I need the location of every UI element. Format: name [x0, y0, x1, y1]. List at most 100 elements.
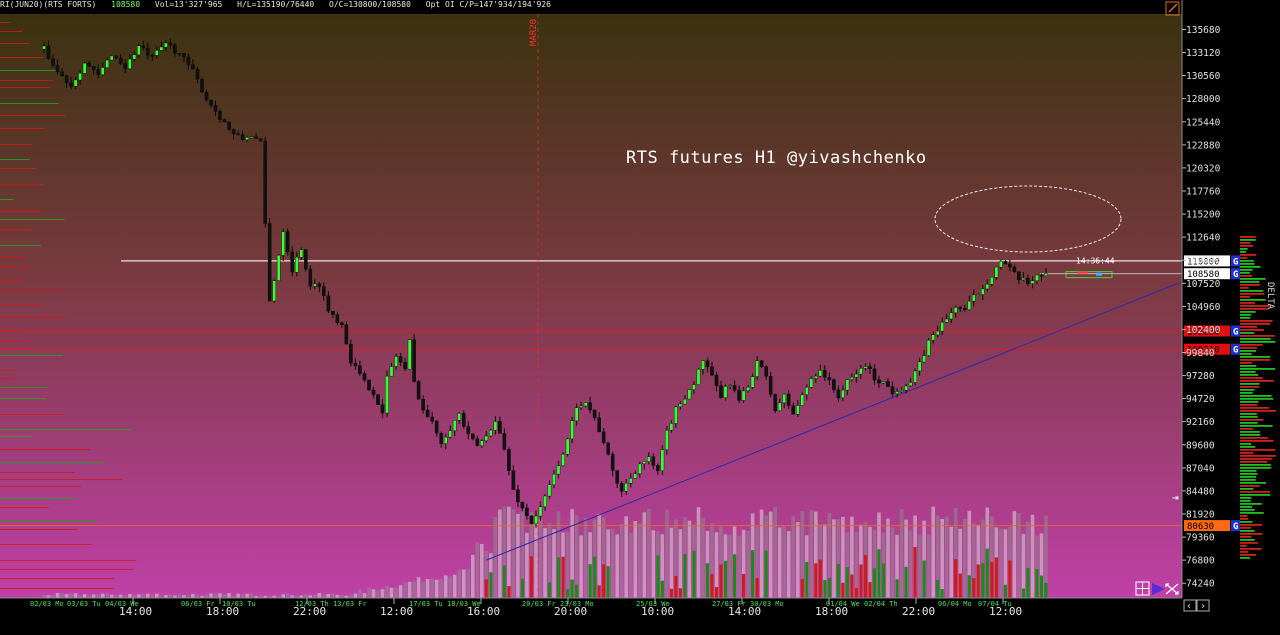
candle-up	[295, 257, 299, 273]
volume-bar	[498, 509, 502, 598]
volume-bar	[556, 511, 561, 598]
plot-background	[0, 14, 1182, 598]
candle-down	[430, 416, 435, 422]
delta-bar	[1240, 527, 1251, 529]
profile-bar	[0, 31, 23, 32]
delta-bar	[1240, 494, 1271, 496]
x-date-label: 04/03 We	[105, 600, 139, 608]
volume-bar	[87, 595, 91, 598]
candle-down	[362, 373, 367, 381]
volume-delta-bar	[1039, 575, 1044, 598]
candle-up	[940, 322, 944, 332]
candle-up	[565, 438, 570, 455]
candle-up	[669, 423, 674, 431]
volume-delta-bar	[507, 586, 511, 598]
profile-bar	[0, 229, 31, 230]
volume-bar	[651, 530, 656, 598]
candle-up	[660, 449, 665, 471]
y-tick-label: 135680	[1186, 25, 1221, 36]
volume-bar	[832, 519, 836, 598]
scroll-right-icon[interactable]	[1196, 599, 1210, 612]
candle-up	[629, 478, 633, 484]
candle-up	[665, 430, 669, 450]
volume-bar	[579, 535, 583, 598]
scroll-left-icon[interactable]	[1183, 599, 1197, 612]
profile-bar	[0, 22, 10, 23]
x-time-label: 12:00	[989, 605, 1022, 618]
delta-bar	[1240, 317, 1251, 319]
candle-down	[823, 370, 827, 378]
profile-bar	[0, 498, 75, 499]
volume-bar	[642, 512, 647, 598]
volume-delta-bar	[936, 580, 940, 598]
candle-down	[1026, 277, 1030, 285]
volume-delta-bar	[710, 574, 714, 598]
profile-bar	[0, 80, 53, 81]
delta-bar	[1240, 254, 1257, 256]
candle-down	[322, 286, 326, 297]
volume-delta-bar	[836, 563, 840, 598]
delta-bar	[1240, 359, 1271, 361]
volume-delta-bar	[557, 557, 561, 598]
highlight-circle	[934, 185, 1122, 253]
candle-down	[425, 409, 430, 418]
profile-bar	[0, 304, 41, 305]
volume-delta-bar	[719, 564, 723, 598]
volume-bar	[398, 585, 403, 598]
x-date-label: 10/03 Tu	[222, 600, 256, 608]
delta-bar	[1240, 299, 1266, 301]
volume-bar	[344, 595, 349, 598]
fullscreen-icon-arrows	[1165, 583, 1179, 595]
candle-down	[439, 433, 444, 445]
price-tag-label: 100210	[1187, 346, 1220, 356]
y-tick-label: 112640	[1186, 233, 1221, 244]
candle-down	[87, 62, 91, 67]
volume-bar	[999, 528, 1003, 598]
volume-bar	[507, 506, 511, 598]
volume-delta-bar	[724, 560, 728, 598]
profile-bar	[0, 387, 48, 388]
candle-up	[800, 394, 805, 406]
volume-bar	[326, 594, 331, 598]
x-time-label: 22:00	[293, 605, 326, 618]
volume-bar	[182, 595, 186, 598]
candle-down	[759, 360, 764, 367]
candle-down	[118, 57, 123, 64]
volume-bar	[376, 590, 380, 598]
volume-bar	[814, 511, 818, 598]
delta-bar	[1240, 353, 1252, 355]
volume-bar	[674, 519, 678, 598]
delta-bar	[1240, 398, 1273, 400]
volume-bar	[191, 594, 195, 598]
volume-bar	[173, 595, 177, 598]
candle-up	[899, 390, 904, 392]
volume-bar	[362, 593, 367, 598]
volume-delta-bar	[823, 580, 827, 598]
volume-bar	[209, 593, 213, 598]
candle-down	[705, 360, 710, 368]
candles	[42, 38, 1048, 528]
candle-down	[1003, 261, 1008, 265]
candle-down	[222, 119, 227, 123]
volume-delta-bar	[484, 579, 488, 598]
volume-delta-bar	[940, 589, 944, 598]
volume-delta-bar	[854, 588, 859, 598]
price-tag-g: G	[1233, 346, 1238, 356]
volume-bar	[403, 582, 407, 598]
volume-bar	[416, 577, 421, 598]
candle-down	[91, 66, 96, 70]
candle-up	[741, 390, 746, 401]
y-tick-label: 76800	[1186, 556, 1215, 567]
delta-bar	[1240, 365, 1257, 367]
y-tick-label: 122880	[1186, 140, 1221, 151]
candle-up	[480, 440, 484, 446]
x-time-label: 14:00	[728, 605, 761, 618]
volume-delta-bar	[705, 563, 710, 598]
profile-bar	[0, 507, 49, 508]
delta-bar	[1240, 335, 1275, 337]
candle-down	[308, 268, 313, 287]
candle-down	[597, 417, 601, 432]
volume-delta-bar	[742, 574, 746, 598]
volume-delta-bar	[981, 563, 985, 598]
